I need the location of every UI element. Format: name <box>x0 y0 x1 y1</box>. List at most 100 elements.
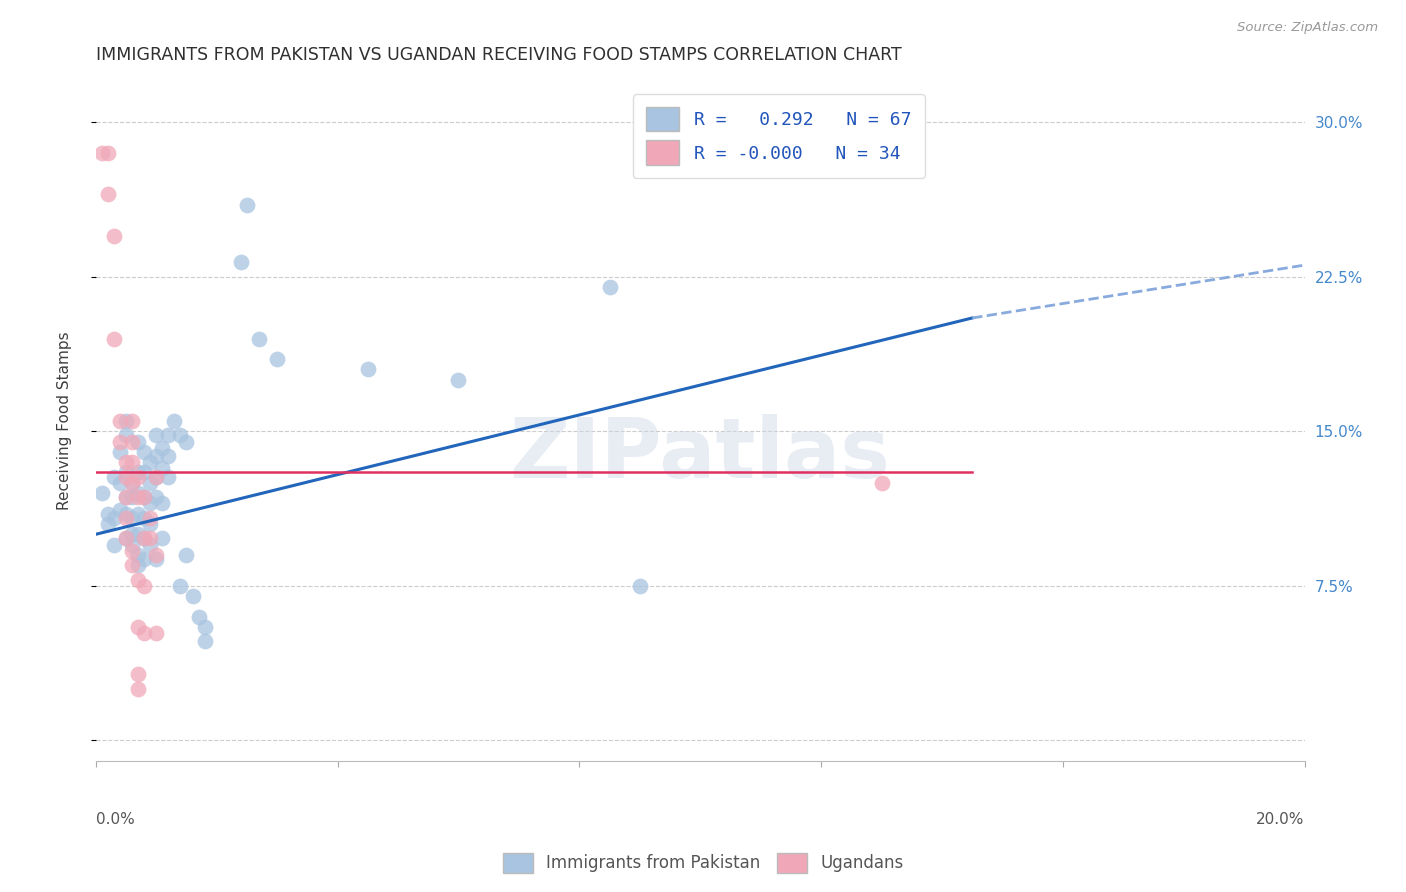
Point <box>127 466 149 480</box>
Point <box>121 455 143 469</box>
Point <box>145 626 167 640</box>
Point <box>127 620 149 634</box>
Point <box>139 516 162 531</box>
Point <box>145 428 167 442</box>
Point <box>145 548 167 562</box>
Point <box>357 362 380 376</box>
Point <box>127 681 149 696</box>
Point <box>121 511 143 525</box>
Point <box>90 486 112 500</box>
Point <box>447 373 470 387</box>
Point <box>127 486 149 500</box>
Point <box>134 579 156 593</box>
Text: 0.0%: 0.0% <box>96 813 135 828</box>
Point <box>127 469 149 483</box>
Point <box>134 445 156 459</box>
Point <box>121 414 143 428</box>
Legend: Immigrants from Pakistan, Ugandans: Immigrants from Pakistan, Ugandans <box>496 847 910 880</box>
Point <box>157 469 180 483</box>
Point <box>115 455 138 469</box>
Point <box>169 579 191 593</box>
Point <box>97 187 120 202</box>
Text: Source: ZipAtlas.com: Source: ZipAtlas.com <box>1237 21 1378 34</box>
Legend: R =   0.292   N = 67, R = -0.000   N = 34: R = 0.292 N = 67, R = -0.000 N = 34 <box>633 94 925 178</box>
Point <box>134 511 156 525</box>
Point <box>108 445 131 459</box>
Point <box>103 538 125 552</box>
Point <box>194 620 217 634</box>
Point <box>127 527 149 541</box>
Point <box>181 589 204 603</box>
Point <box>127 434 149 449</box>
Point <box>121 543 143 558</box>
Point <box>127 667 149 681</box>
Point <box>145 449 167 463</box>
Point <box>115 469 138 483</box>
Point <box>90 146 112 161</box>
Point <box>97 146 120 161</box>
Point <box>121 527 143 541</box>
Point <box>139 455 162 469</box>
Point <box>115 428 138 442</box>
Point <box>139 532 162 546</box>
Y-axis label: Receiving Food Stamps: Receiving Food Stamps <box>58 332 72 510</box>
Text: ZIPatlas: ZIPatlas <box>510 415 891 495</box>
Point <box>134 532 156 546</box>
Point <box>134 490 156 504</box>
Point <box>115 490 138 504</box>
Point <box>169 428 191 442</box>
Point <box>127 548 149 562</box>
Point <box>145 469 167 483</box>
Point <box>115 466 138 480</box>
Point <box>145 552 167 566</box>
Point <box>127 490 149 504</box>
Point <box>121 490 143 504</box>
Point <box>115 490 138 504</box>
Point <box>247 332 270 346</box>
Point <box>127 558 149 573</box>
Point <box>108 414 131 428</box>
Point <box>115 532 138 546</box>
Point <box>127 573 149 587</box>
Point <box>176 434 198 449</box>
Point <box>134 466 156 480</box>
Point <box>97 516 120 531</box>
Point <box>139 511 162 525</box>
Point <box>870 475 893 490</box>
Point <box>150 461 173 475</box>
Point <box>108 434 131 449</box>
Point <box>115 511 138 525</box>
Point <box>145 490 167 504</box>
Point <box>163 414 186 428</box>
Point <box>150 496 173 510</box>
Point <box>139 496 162 510</box>
Point <box>115 507 138 521</box>
Text: 20.0%: 20.0% <box>1257 813 1305 828</box>
Point <box>121 558 143 573</box>
Point <box>145 469 167 483</box>
Point <box>108 475 131 490</box>
Point <box>236 197 259 211</box>
Point <box>176 548 198 562</box>
Point <box>599 280 621 294</box>
Point <box>139 475 162 490</box>
Point <box>139 538 162 552</box>
Point <box>157 449 180 463</box>
Point <box>121 475 143 490</box>
Point <box>108 502 131 516</box>
Point <box>266 352 288 367</box>
Point <box>157 428 180 442</box>
Point <box>229 255 252 269</box>
Point <box>121 538 143 552</box>
Point <box>103 511 125 525</box>
Point <box>134 626 156 640</box>
Point <box>150 532 173 546</box>
Point <box>628 579 651 593</box>
Point <box>194 634 217 648</box>
Point <box>103 228 125 243</box>
Point <box>97 507 120 521</box>
Point <box>134 532 156 546</box>
Point <box>121 434 143 449</box>
Point <box>115 532 138 546</box>
Point <box>103 332 125 346</box>
